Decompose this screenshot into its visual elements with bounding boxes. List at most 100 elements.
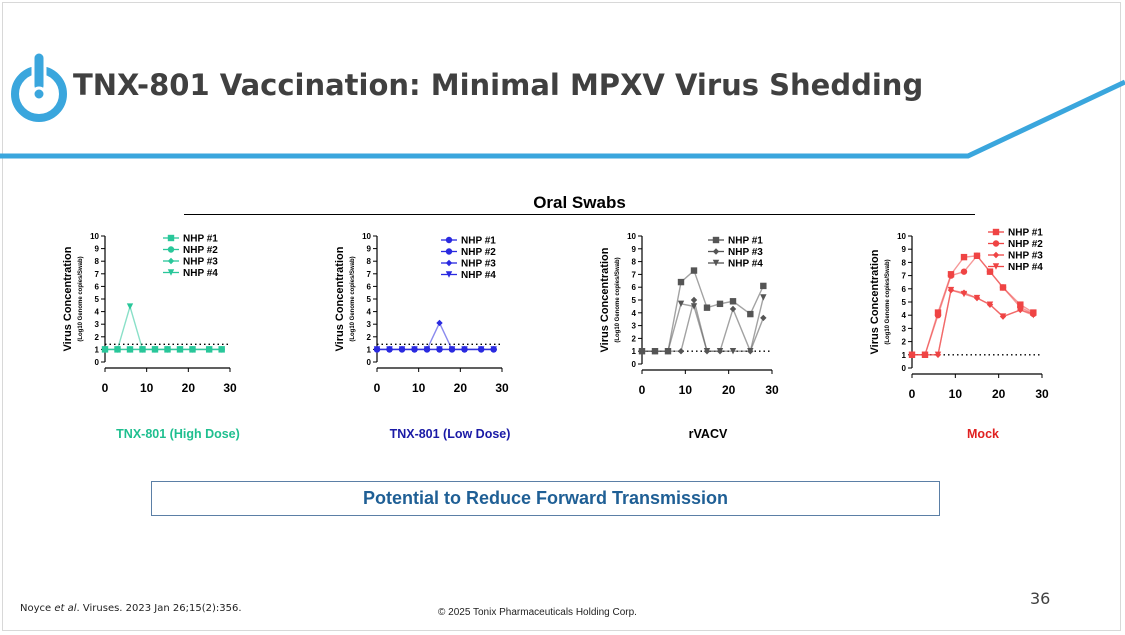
data-point bbox=[1017, 306, 1024, 314]
data-point bbox=[760, 314, 767, 322]
legend-marker bbox=[167, 257, 175, 265]
y-tick-label: 7 bbox=[367, 270, 372, 279]
legend-label: NHP #4 bbox=[1008, 262, 1043, 273]
y-axis-label: Virus Concentration bbox=[869, 249, 881, 354]
data-point bbox=[638, 348, 646, 355]
y-axis-sublabel: (Log10 Genome copies/Swab) bbox=[78, 256, 84, 341]
series-line bbox=[105, 304, 222, 351]
y-tick-label: 9 bbox=[902, 245, 907, 254]
data-point bbox=[973, 252, 981, 259]
legend-entry: NHP #3 bbox=[708, 247, 763, 258]
section-divider bbox=[184, 214, 975, 215]
data-point bbox=[960, 268, 968, 275]
data-point bbox=[947, 286, 955, 294]
y-tick-label: 2 bbox=[367, 333, 372, 342]
y-axis-sublabel: (Log10 Genome copies/Swab) bbox=[350, 256, 356, 341]
legend-label: NHP #2 bbox=[461, 247, 496, 258]
citation: Noyce et al. Viruses. 2023 Jan 26;15(2):… bbox=[20, 603, 242, 614]
legend-label: NHP #3 bbox=[183, 257, 218, 268]
legend-label: NHP #2 bbox=[183, 245, 218, 256]
legend-label: NHP #4 bbox=[728, 259, 763, 270]
legend-entry: NHP #3 bbox=[988, 251, 1043, 262]
data-point bbox=[986, 301, 994, 308]
data-point bbox=[139, 346, 146, 353]
y-tick-label: 8 bbox=[902, 258, 907, 267]
legend-entry: NHP #4 bbox=[163, 268, 218, 279]
x-tick-label: 0 bbox=[374, 381, 381, 395]
legend-label: NHP #4 bbox=[183, 268, 218, 279]
y-tick-label: 0 bbox=[632, 360, 637, 369]
y-axis-label: Virus Concentration bbox=[334, 246, 346, 351]
data-point bbox=[477, 346, 485, 353]
data-point bbox=[677, 348, 685, 355]
data-point bbox=[386, 346, 393, 353]
data-point bbox=[934, 351, 942, 358]
callout-box: Potential to Reduce Forward Transmission bbox=[151, 481, 940, 516]
series-1 bbox=[638, 267, 767, 355]
y-tick-label: 5 bbox=[902, 298, 907, 307]
data-point bbox=[690, 296, 698, 304]
y-tick-label: 10 bbox=[362, 232, 371, 241]
legend-label: NHP #3 bbox=[1008, 251, 1043, 262]
y-tick-label: 2 bbox=[95, 333, 100, 342]
data-point bbox=[760, 294, 767, 301]
citation-authors: Noyce bbox=[20, 603, 55, 614]
x-tick-label: 10 bbox=[140, 381, 154, 395]
y-tick-label: 1 bbox=[902, 351, 907, 360]
y-tick-label: 1 bbox=[632, 347, 637, 356]
y-tick-label: 9 bbox=[367, 245, 372, 254]
data-point bbox=[677, 300, 685, 308]
data-point bbox=[908, 351, 916, 358]
y-tick-label: 8 bbox=[632, 258, 637, 267]
data-point bbox=[960, 290, 968, 298]
data-point bbox=[189, 346, 196, 353]
series-4 bbox=[101, 303, 225, 353]
legend-entry: NHP #4 bbox=[708, 259, 763, 270]
legend-marker bbox=[712, 236, 720, 244]
chart-low-dose: 0 1 2 3 4 5 6 7 8 9 10 0 10 20 30 Virus Concentration (L… bbox=[325, 228, 585, 408]
x-tick-label: 10 bbox=[949, 387, 963, 401]
data-point bbox=[999, 313, 1007, 320]
data-point bbox=[690, 267, 698, 274]
y-tick-label: 4 bbox=[367, 308, 372, 317]
slide-title: TNX-801 Vaccination: Minimal MPXV Virus … bbox=[73, 68, 924, 102]
data-point bbox=[423, 346, 431, 353]
legend-label: NHP #1 bbox=[183, 234, 218, 245]
data-point bbox=[490, 346, 497, 353]
data-point bbox=[664, 348, 672, 355]
y-tick-label: 2 bbox=[632, 334, 637, 343]
x-tick-label: 20 bbox=[722, 383, 736, 397]
data-point bbox=[716, 348, 724, 355]
y-tick-label: 4 bbox=[632, 309, 637, 318]
legend-label: NHP #1 bbox=[728, 236, 763, 247]
legend-entry: NHP #4 bbox=[988, 262, 1043, 273]
y-tick-label: 6 bbox=[632, 283, 637, 292]
y-tick-label: 6 bbox=[95, 282, 100, 291]
y-tick-label: 6 bbox=[367, 282, 372, 291]
data-point bbox=[651, 348, 659, 355]
legend-marker bbox=[992, 263, 1000, 270]
data-point bbox=[729, 305, 737, 313]
data-point bbox=[205, 346, 213, 353]
legend-entry: NHP #1 bbox=[708, 236, 763, 247]
legend-label: NHP #1 bbox=[1008, 228, 1043, 239]
legend-marker bbox=[445, 248, 453, 255]
data-point bbox=[218, 346, 225, 353]
legend-entry: NHP #1 bbox=[988, 228, 1043, 239]
data-point bbox=[1030, 312, 1037, 319]
data-point bbox=[677, 278, 685, 286]
data-point bbox=[398, 346, 406, 353]
legend-marker bbox=[445, 271, 453, 278]
data-point bbox=[126, 303, 134, 310]
y-tick-label: 3 bbox=[632, 322, 637, 331]
y-tick-label: 8 bbox=[95, 257, 100, 266]
series-line bbox=[912, 289, 1034, 356]
y-tick-label: 8 bbox=[367, 257, 372, 266]
series-line bbox=[377, 321, 494, 351]
data-point bbox=[947, 272, 955, 279]
caption-high-dose: TNX-801 (High Dose) bbox=[116, 427, 240, 441]
chart-high-dose: 0 1 2 3 4 5 6 7 8 9 10 0 10 20 30 Virus Concentration (L… bbox=[55, 228, 315, 408]
chart-rvacv: 0 1 2 3 4 5 6 7 8 9 10 0 10 20 30 Virus Concentration (L… bbox=[590, 228, 860, 413]
